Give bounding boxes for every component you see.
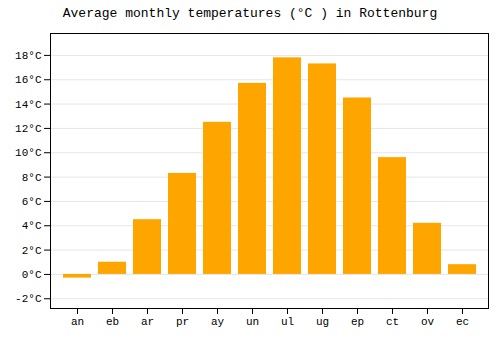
svg-text:pr: pr	[176, 316, 189, 328]
svg-text:18°C: 18°C	[15, 50, 42, 62]
svg-text:ct: ct	[386, 316, 399, 328]
svg-text:0°C: 0°C	[22, 269, 42, 281]
svg-text:16°C: 16°C	[15, 74, 42, 86]
svg-text:8°C: 8°C	[22, 172, 42, 184]
svg-text:un: un	[246, 316, 259, 328]
svg-text:4°C: 4°C	[22, 220, 42, 232]
svg-text:12°C: 12°C	[15, 123, 42, 135]
svg-text:ay: ay	[211, 316, 225, 328]
svg-text:ug: ug	[316, 316, 329, 328]
svg-text:ul: ul	[281, 316, 294, 328]
svg-text:10°C: 10°C	[15, 147, 42, 159]
svg-text:14°C: 14°C	[15, 99, 42, 111]
svg-text:2°C: 2°C	[22, 245, 42, 257]
svg-text:-2°C: -2°C	[15, 293, 42, 305]
svg-text:an: an	[71, 316, 84, 328]
svg-text:6°C: 6°C	[22, 196, 42, 208]
svg-text:ec: ec	[456, 316, 469, 328]
html-text:Average monthly temperatures (: Average monthly temperatures (°C ) in Ro…	[62, 6, 438, 21]
svg-text:eb: eb	[106, 316, 119, 328]
svg-text:ar: ar	[141, 316, 154, 328]
svg-text:ep: ep	[351, 316, 364, 328]
svg-text:ov: ov	[421, 316, 435, 328]
